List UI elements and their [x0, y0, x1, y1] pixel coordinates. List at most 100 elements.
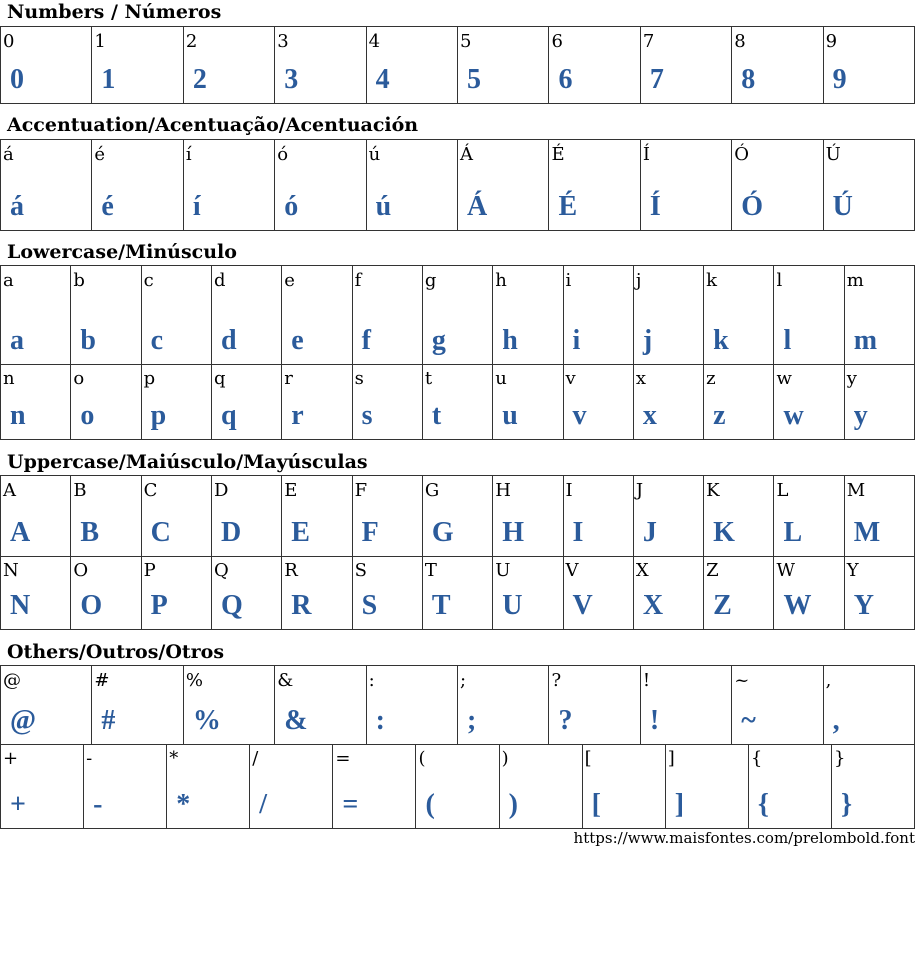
- glyph-label: n: [3, 368, 15, 389]
- glyph-sample: R: [291, 590, 312, 621]
- glyph-label: 1: [94, 31, 106, 52]
- glyph-label: +: [3, 748, 19, 769]
- glyph-sample: P: [150, 590, 168, 621]
- glyph-cell: + +: [1, 744, 85, 829]
- glyph-label: r: [284, 368, 293, 389]
- glyph-sample: M: [853, 517, 881, 548]
- glyph-cell: & &: [275, 666, 367, 745]
- glyph-sample: s: [361, 400, 373, 431]
- glyph-sample: O: [80, 590, 103, 621]
- glyph-label: !: [642, 670, 651, 691]
- glyph-sample: w: [783, 400, 804, 431]
- glyph-sample: H: [502, 517, 524, 548]
- glyph-sample: Ó: [741, 191, 764, 222]
- glyph-label: b: [73, 270, 85, 291]
- section-title: Numbers / Números: [7, 1, 222, 23]
- glyph-sample: I: [572, 517, 584, 548]
- glyph-sample: Ú: [832, 191, 853, 222]
- glyph-label: {: [750, 748, 763, 769]
- glyph-label: v: [565, 368, 576, 389]
- glyph-label: P: [143, 560, 156, 581]
- glyph-label: c: [143, 270, 154, 291]
- glyph-cell: ::: [366, 666, 459, 745]
- glyph-sample: 5: [467, 64, 482, 95]
- glyph-sample: í: [192, 191, 201, 222]
- glyph-sample: e: [291, 325, 304, 356]
- glyph-sample: X: [642, 590, 664, 621]
- glyph-label: (: [418, 748, 426, 769]
- glyph-sample: p: [150, 400, 167, 431]
- glyph-label: R: [284, 560, 298, 581]
- glyph-cell: / /: [250, 744, 334, 829]
- section-title: Others/Outros/Otros: [7, 641, 225, 663]
- glyph-sample: b: [80, 325, 96, 356]
- glyph-sample: 2: [192, 64, 207, 95]
- glyph-sample: T: [431, 590, 451, 621]
- glyph-label: M: [846, 480, 866, 501]
- glyph-label: B: [73, 480, 87, 501]
- glyph-label: é: [94, 144, 106, 165]
- glyph-cell: {{: [748, 744, 832, 829]
- glyph-label: ;: [460, 670, 467, 691]
- glyph-sample: j: [642, 325, 653, 356]
- glyph-sample: ú: [375, 191, 392, 222]
- glyph-sample: G: [431, 517, 454, 548]
- glyph-cell: @ @: [1, 666, 93, 745]
- glyph-label: k: [706, 270, 718, 291]
- glyph-sample: Q: [220, 590, 243, 621]
- glyph-sample: }: [840, 789, 852, 820]
- glyph-sample: =: [342, 789, 359, 820]
- glyph-cell: # #: [92, 666, 184, 745]
- glyph-label: X: [635, 560, 649, 581]
- glyph-sample: ): [508, 789, 518, 820]
- glyph-label: x: [635, 368, 646, 389]
- glyph-sample: J: [642, 517, 657, 548]
- glyph-cell: [[: [582, 744, 666, 829]
- glyph-cell: ]]: [665, 744, 749, 829]
- glyph-sample: :: [375, 705, 385, 736]
- glyph-label: 4: [368, 31, 381, 52]
- glyph-label: D: [213, 480, 229, 501]
- glyph-cell: * *: [167, 744, 251, 829]
- glyph-cell: ,,: [823, 666, 916, 745]
- glyph-label: z: [706, 368, 716, 389]
- glyph-label: Q: [213, 560, 229, 581]
- glyph-sample: 3: [284, 64, 299, 95]
- glyph-label: V: [565, 560, 579, 581]
- glyph-label: &: [277, 670, 294, 691]
- source-url[interactable]: https://www.maisfontes.com/prelombold.fo…: [573, 829, 915, 847]
- glyph-label: 2: [185, 31, 198, 52]
- glyph-cell: = =: [333, 744, 417, 829]
- glyph-label: q: [213, 368, 226, 389]
- glyph-label: ,: [825, 670, 832, 691]
- glyph-label: [: [584, 748, 592, 769]
- glyph-cell: !!: [640, 666, 733, 745]
- glyph-sample: h: [502, 325, 518, 356]
- glyph-label: W: [776, 560, 795, 581]
- glyph-sample: /: [259, 789, 268, 820]
- glyph-sample: V: [572, 590, 593, 621]
